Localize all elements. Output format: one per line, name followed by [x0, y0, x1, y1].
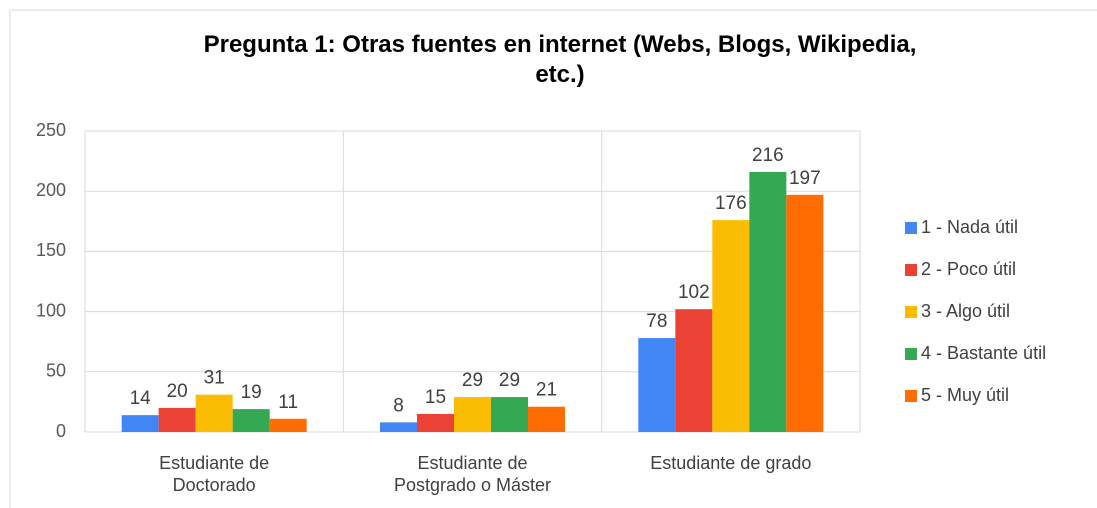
legend-swatch — [905, 264, 917, 276]
data-label: 29 — [462, 370, 483, 391]
x-tick-label: Estudiante de Postgrado o Máster — [393, 453, 552, 495]
bar — [417, 413, 454, 432]
bar — [269, 418, 307, 432]
data-label: 78 — [646, 311, 667, 332]
x-tick-label: Estudiante de Doctorado — [159, 453, 270, 495]
bar — [454, 397, 491, 432]
legend-label: 3 - Algo útil — [921, 301, 1010, 321]
data-label: 19 — [241, 382, 262, 403]
bar — [491, 397, 528, 432]
data-label: 15 — [425, 387, 446, 408]
legend-swatch — [905, 306, 917, 318]
bar — [528, 406, 565, 432]
bar — [380, 422, 417, 432]
data-label: 11 — [278, 392, 298, 413]
y-tick-label: 250 — [36, 120, 66, 140]
data-label: 102 — [678, 282, 710, 303]
legend-label: 5 - Muy útil — [921, 385, 1009, 405]
bar — [158, 407, 196, 432]
bar — [749, 171, 787, 432]
legend-label: 2 - Poco útil — [921, 259, 1016, 279]
legend-label: 1 - Nada útil — [921, 217, 1018, 237]
bar — [675, 309, 713, 432]
legend-swatch — [905, 348, 917, 360]
bar — [195, 394, 233, 432]
data-label: 21 — [536, 380, 557, 401]
y-tick-label: 100 — [36, 300, 66, 320]
bar — [638, 338, 676, 432]
y-tick-label: 50 — [46, 361, 66, 381]
data-label: 14 — [130, 388, 152, 409]
bar — [232, 409, 270, 432]
data-label: 29 — [499, 370, 520, 391]
y-tick-label: 0 — [56, 421, 66, 441]
x-tick-label: Estudiante de grado — [650, 453, 812, 473]
y-tick-label: 200 — [36, 180, 66, 200]
data-label: 8 — [393, 395, 404, 416]
data-label: 197 — [789, 168, 821, 189]
data-label: 20 — [167, 381, 188, 402]
legend-label: 4 - Bastante útil — [921, 343, 1046, 363]
chart-border — [9, 9, 1097, 508]
legend-swatch — [905, 222, 917, 234]
chart-title: Pregunta 1: Otras fuentes en internet (W… — [203, 31, 917, 88]
bar — [121, 415, 159, 432]
data-label: 31 — [204, 368, 225, 389]
bar — [712, 220, 750, 432]
data-label: 176 — [715, 193, 747, 214]
bar — [786, 194, 824, 432]
data-label: 216 — [752, 145, 784, 166]
legend-swatch — [905, 390, 917, 402]
y-tick-label: 150 — [36, 240, 66, 260]
